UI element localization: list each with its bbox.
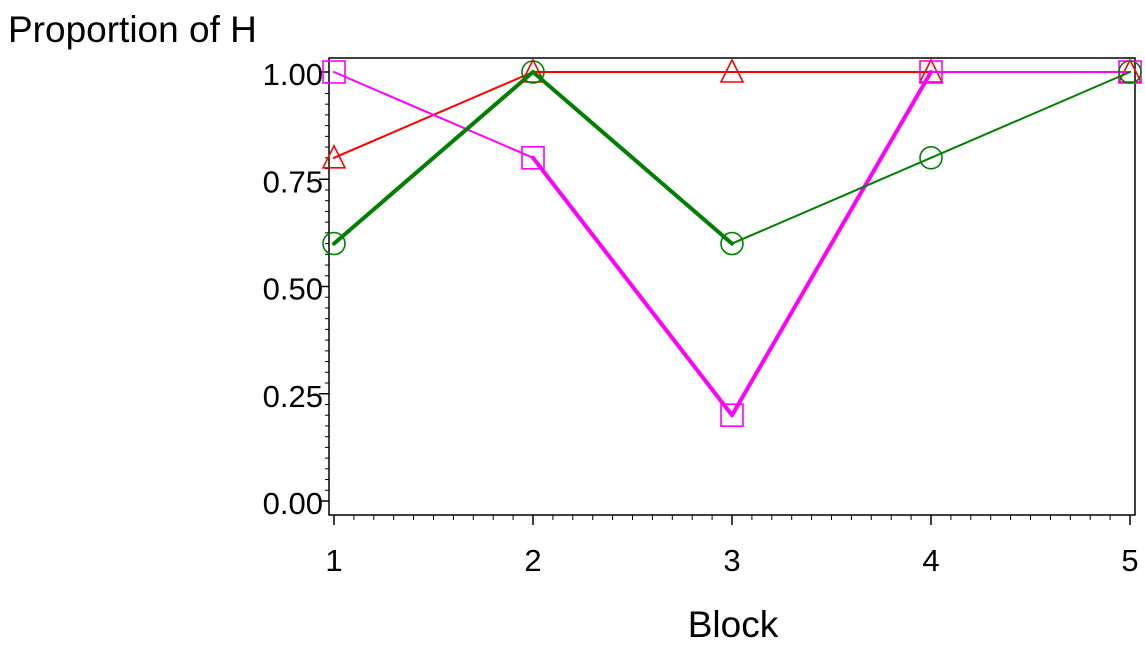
series-square: [322, 60, 1142, 428]
triangle-marker: [719, 58, 745, 83]
x-tick-label: 4: [922, 543, 939, 578]
series-line-segment: [730, 70, 933, 418]
square-marker: [919, 60, 943, 84]
circle-marker: [521, 60, 545, 84]
circle-marker: [919, 146, 943, 170]
square-marker: [720, 403, 744, 428]
triangle-marker: [520, 58, 546, 83]
square-marker: [521, 146, 545, 170]
x-tick-label: 1: [325, 543, 342, 578]
y-axis-label: Proportion of H: [8, 9, 257, 50]
y-tick-label: 0.50: [263, 272, 323, 307]
series-line-segment: [531, 70, 734, 246]
series-line-segment: [930, 71, 1131, 159]
x-tick-label: 2: [524, 543, 541, 578]
circle-marker: [322, 231, 346, 256]
triangle-marker: [321, 144, 347, 169]
series-line-segment: [332, 70, 535, 246]
x-axis-label: Block: [688, 604, 779, 645]
y-tick-label: 0.25: [263, 379, 323, 414]
square-marker: [322, 60, 346, 84]
x-tick-label: 3: [723, 543, 740, 578]
series-line-segment: [531, 155, 734, 418]
circle-marker: [720, 231, 744, 256]
circle-marker: [1118, 60, 1142, 84]
x-axis: 1 2 3 4 5: [325, 515, 1139, 578]
plot-frame: [328, 57, 1136, 516]
x-tick-label: 5: [1121, 543, 1138, 578]
series-line-segment: [333, 71, 534, 159]
y-tick-label: 1.00: [263, 57, 323, 92]
series-layer: [321, 58, 1143, 428]
y-tick-label: 0.75: [263, 164, 323, 199]
y-axis: 0.00 0.25 0.50 0.75 1.00: [263, 57, 329, 521]
series-line-segment: [731, 156, 932, 245]
series-triangle: [321, 58, 1143, 169]
series-circle: [322, 60, 1142, 256]
y-tick-label: 0.00: [263, 486, 323, 521]
